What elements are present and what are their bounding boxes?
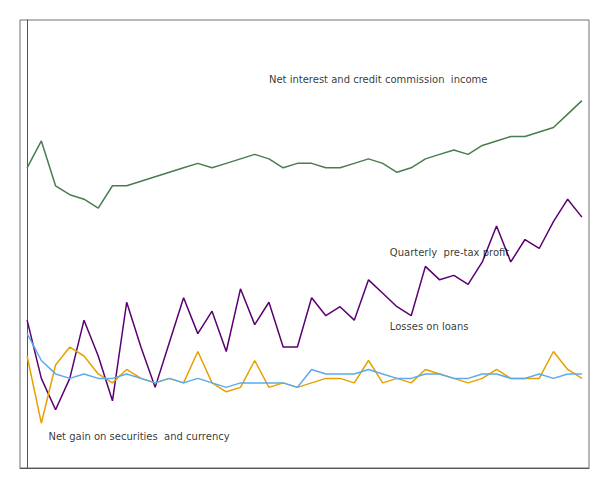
svg-text:Losses on loans: Losses on loans xyxy=(390,321,469,332)
svg-text:Quarterly pre-tax profit: Quarterly pre-tax profit xyxy=(390,247,509,258)
svg-text:Net gain on securities and cu: Net gain on securities and currency xyxy=(48,431,229,442)
svg-text:Net interest and credit commis: Net interest and credit commission incom… xyxy=(269,74,488,85)
